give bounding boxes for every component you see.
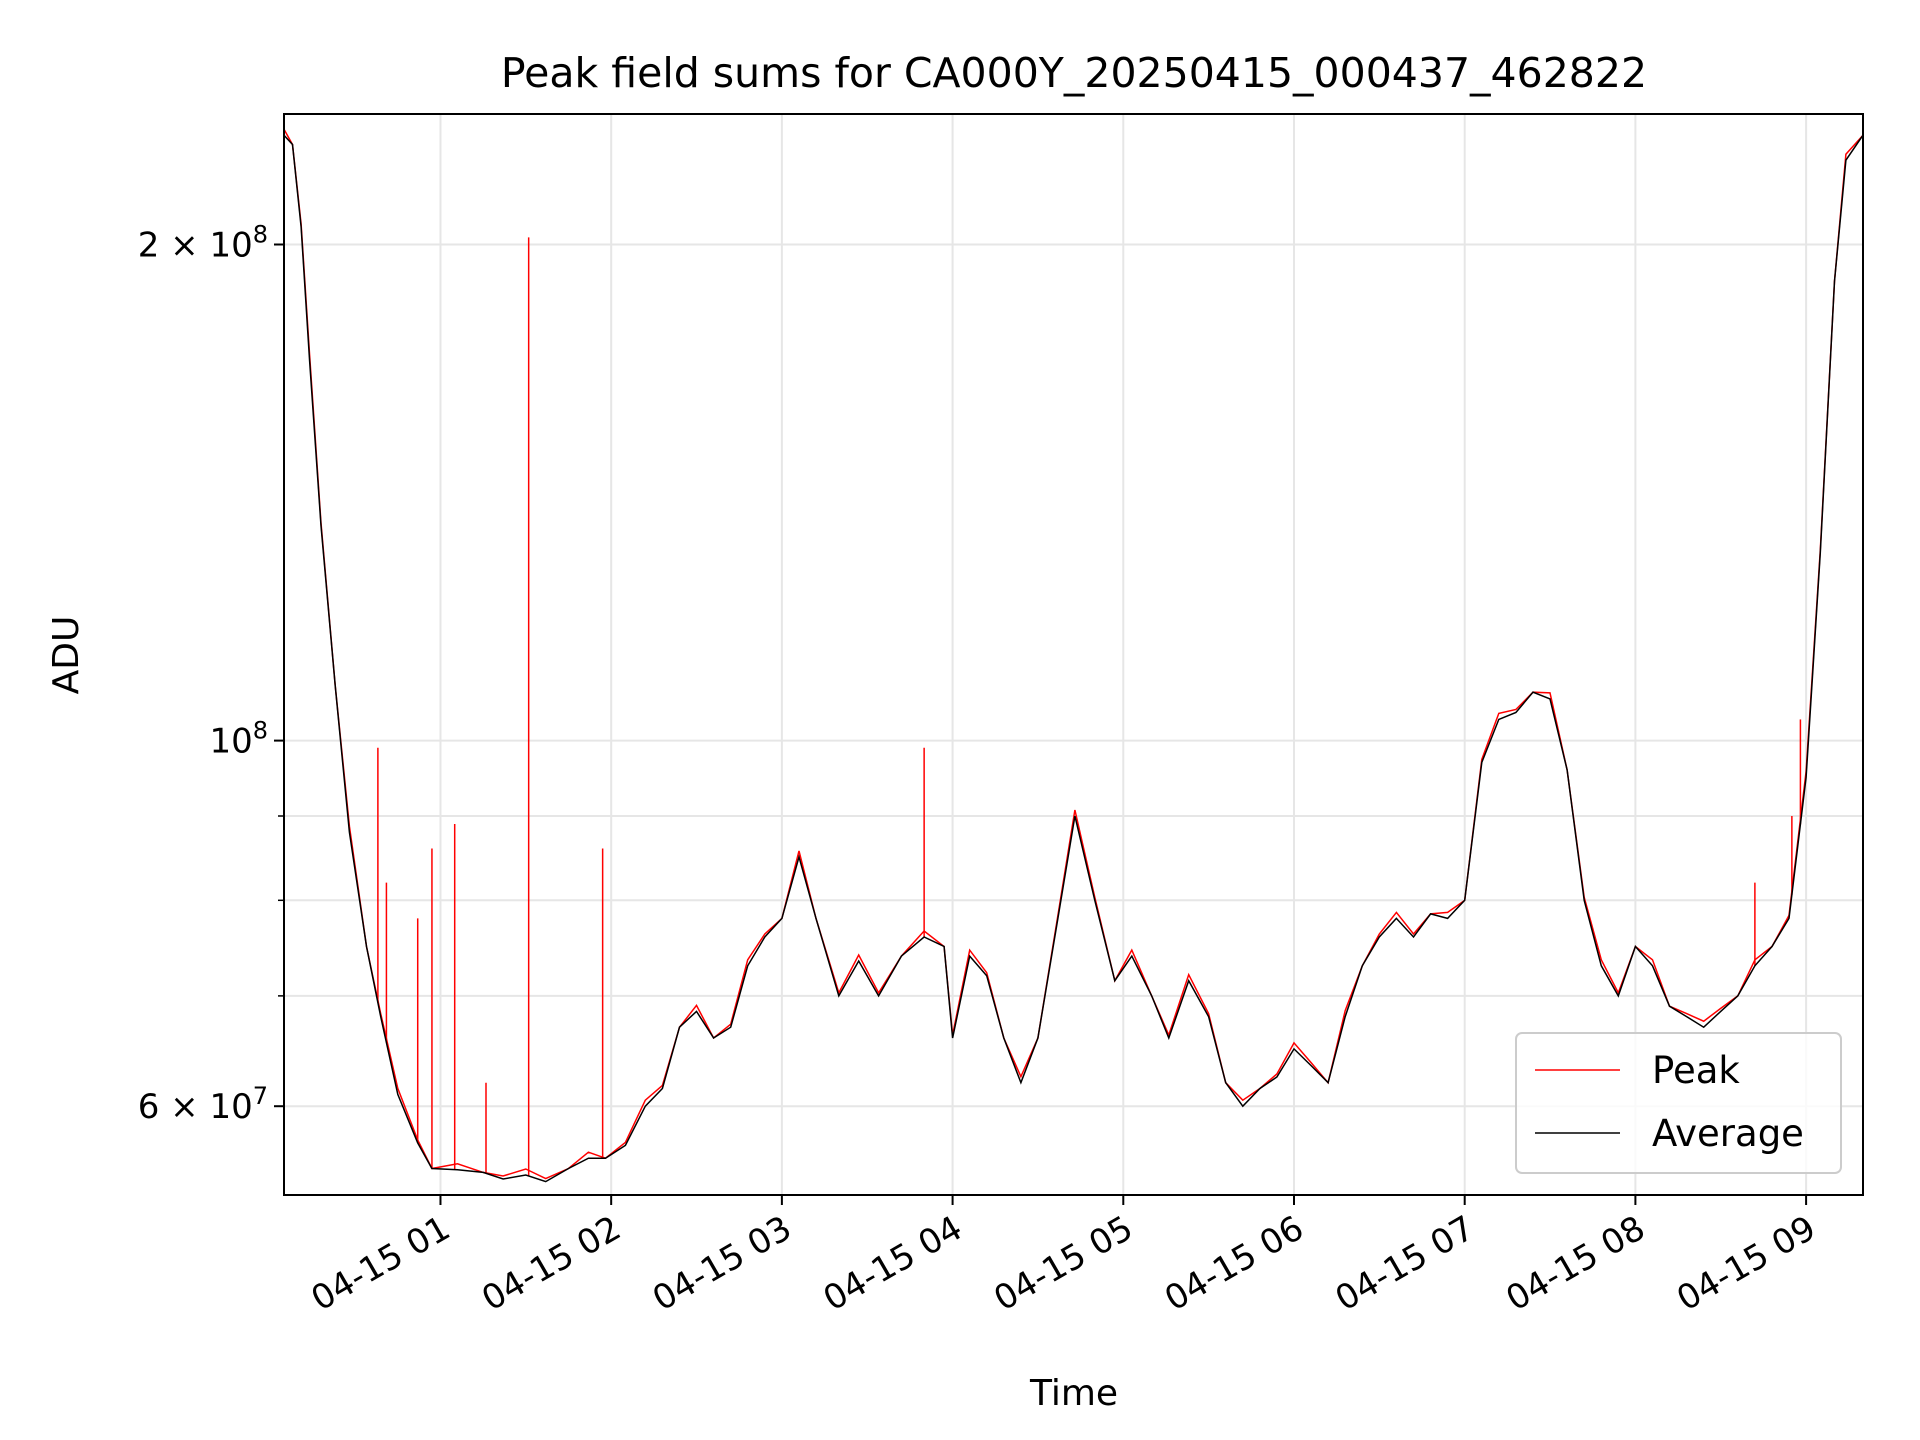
average-series-line	[283, 134, 1864, 1183]
x-axis-label: Time	[1029, 1373, 1118, 1414]
series-group	[283, 128, 1864, 1183]
legend: Peak Average	[1515, 1032, 1842, 1174]
y-axis: 6 × 107 108 2 × 108	[138, 220, 284, 1127]
y-tick-label: 108	[209, 717, 268, 762]
chart-title: Peak field sums for CA000Y_20250415_0004…	[501, 49, 1647, 97]
legend-peak-label: Peak	[1652, 1049, 1740, 1092]
y-tick-label: 2 × 108	[138, 220, 268, 265]
y-axis-label: ADU	[46, 616, 87, 695]
y-tick-label: 6 × 107	[138, 1082, 268, 1127]
grid	[284, 114, 1863, 1195]
legend-box	[1515, 1032, 1842, 1174]
plot-frame	[283, 113, 1864, 1196]
legend-average-label: Average	[1652, 1112, 1804, 1155]
